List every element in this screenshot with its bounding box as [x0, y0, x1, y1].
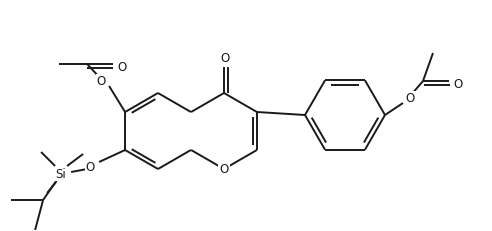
- Text: Si: Si: [56, 168, 66, 181]
- Text: O: O: [118, 61, 127, 74]
- Text: O: O: [453, 78, 462, 91]
- Text: O: O: [220, 52, 230, 65]
- Text: O: O: [219, 163, 229, 176]
- Text: O: O: [86, 161, 95, 174]
- Text: O: O: [96, 75, 106, 88]
- Text: O: O: [405, 92, 415, 105]
